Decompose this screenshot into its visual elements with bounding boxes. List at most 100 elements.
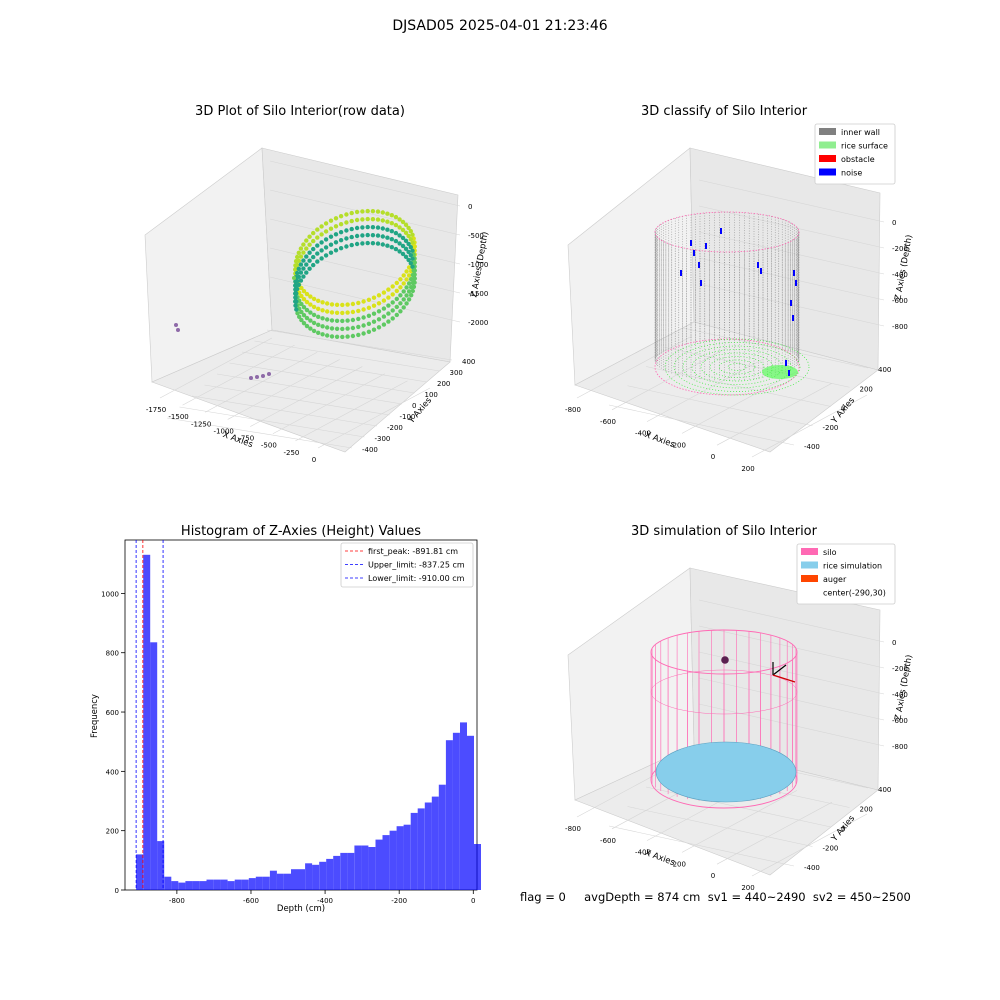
legend-label: rice simulation [823,562,882,571]
simulation-plot-title: 3D simulation of Silo Interior [631,524,817,539]
raw-point [349,226,354,232]
y-grid-line [179,406,365,438]
z-tick-label: -800 [892,743,908,751]
raw-point [390,292,395,297]
z-tick-label: -400 [892,691,908,699]
y-tick-label: 200 [437,380,450,388]
raw-point [340,334,345,340]
raw-point [298,262,304,267]
raw-point [320,332,325,337]
raw-point [323,221,329,226]
z-tick-label: -500 [468,232,484,240]
raw-point [370,241,376,246]
raw-point [401,273,406,278]
histogram-bar [255,876,263,890]
raw-point [370,233,376,238]
classify-3d-plot: -800 -600 -400 -200 0 200 400 200 0 -200 -400 0 -200… [565,123,915,473]
raw-point [340,310,345,316]
raw-point [406,297,412,302]
raw-point [298,246,304,251]
raw-point [406,265,412,270]
raw-point [354,233,360,239]
raw-point [315,259,320,264]
raw-point [315,227,320,232]
x-axis-label: X Axies [643,848,676,868]
raw-point [304,307,310,313]
legend-swatch [801,561,818,569]
raw-point [375,209,381,214]
raw-point [311,262,316,268]
raw-pane-back [261,147,459,363]
raw-point [365,232,370,238]
histogram-bar [326,858,334,890]
noise-point [788,370,790,376]
raw-point [371,327,377,332]
raw-point [344,236,349,241]
raw-outlier-point [267,372,271,376]
z-tick-label: -1000 [468,261,488,269]
raw-point [375,225,381,230]
center-axis-y [772,674,796,683]
raw-point [333,248,339,253]
raw-point [329,310,335,315]
raw-point [301,242,306,247]
raw-point [299,293,304,299]
x-grid-line [272,373,385,434]
raw-point [400,251,406,257]
x-tick-label: -600 [600,418,616,426]
raw-point [329,318,335,323]
raw-point [349,210,354,216]
histogram-bar [305,863,313,890]
raw-point [308,326,313,331]
raw-point [319,224,324,229]
raw-point [366,313,372,318]
raw-point [308,310,313,315]
raw-point [376,301,382,306]
x-grid-line [250,366,363,427]
raw-point [298,278,304,283]
raw-point [311,254,316,260]
y-tick-label: 300 [450,369,463,377]
raw-point [389,245,394,250]
raw-point [389,237,394,242]
y-tick-label: 0 [115,887,119,895]
y-grid-line [266,329,453,361]
raw-point [397,241,402,246]
raw-point [325,309,330,314]
figure-title: DJSAD05 2025-04-01 21:23:46 [392,18,608,34]
classify-pane-floor [574,321,879,453]
raw-point [295,286,300,292]
histogram-bar [438,784,446,890]
raw-point [394,304,399,310]
raw-point [381,306,387,311]
histogram-bar [220,879,228,890]
raw-point [376,317,382,322]
raw-point [316,314,321,319]
raw-point [410,288,415,294]
raw-point [344,212,349,217]
raw-outlier-point [174,323,178,327]
noise-point [760,268,762,274]
raw-point [380,226,385,231]
histogram-bar [467,735,474,890]
raw-point [323,229,329,234]
raw-point [345,318,350,323]
raw-point [386,295,391,300]
y-tick-label: -100 [400,413,416,421]
raw-point [386,311,391,316]
raw-point [403,246,409,251]
raw-point [350,333,356,339]
histogram-bar [445,740,453,890]
legend-label: first_peak: -891.81 cm [368,547,458,556]
x-tick-label: -500 [261,442,277,450]
y-tick-label: 800 [106,650,119,658]
raw-point [404,277,409,282]
raw-point [398,277,403,282]
raw-point [319,240,324,245]
raw-point [295,262,300,268]
y-tick-label: 100 [425,391,438,399]
raw-point [401,305,406,310]
histogram-legend: first_peak: -891.81 cm Upper_limit: -837.… [340,542,474,588]
raw-point [410,232,415,237]
